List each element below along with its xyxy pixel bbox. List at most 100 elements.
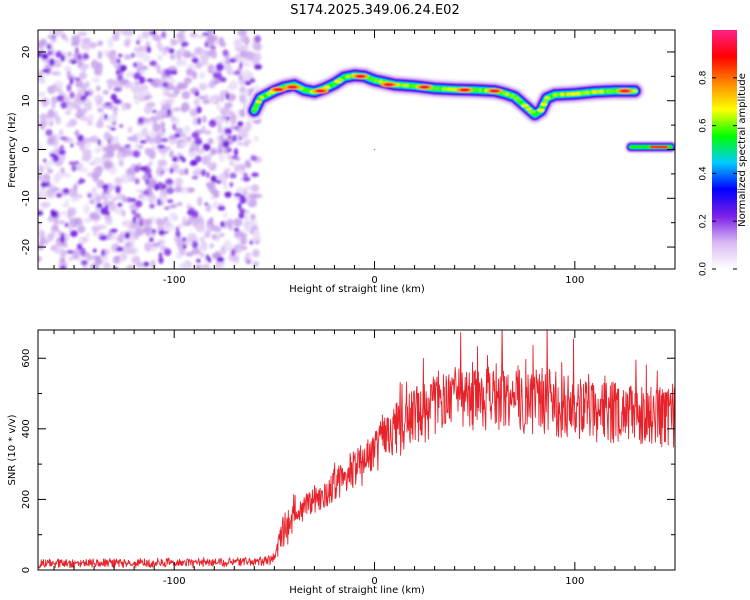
noise-blob xyxy=(188,207,195,211)
noise-blob xyxy=(76,243,83,251)
noise-blob xyxy=(78,71,87,80)
noise-blob xyxy=(174,177,183,187)
noise-blob xyxy=(191,57,199,64)
noise-blob xyxy=(224,191,232,198)
noise-blob xyxy=(243,142,249,147)
noise-blob xyxy=(139,166,147,171)
spectrogram-ridge xyxy=(244,65,675,154)
noise-blob xyxy=(239,86,246,93)
ridge-speckle xyxy=(526,107,532,111)
noise-blob xyxy=(148,30,157,36)
noise-blob xyxy=(154,134,162,145)
noise-blob xyxy=(113,87,122,92)
noise-blob xyxy=(119,79,129,86)
noise-blob xyxy=(160,121,166,130)
noise-blob xyxy=(59,256,66,265)
snr-xlabel: Height of straight line (km) xyxy=(289,585,425,596)
noise-blob xyxy=(55,115,62,126)
noise-blob xyxy=(102,262,112,269)
noise-blob xyxy=(157,54,164,61)
noise-blob xyxy=(84,90,89,98)
noise-blob xyxy=(79,145,85,151)
noise-blob xyxy=(239,196,247,204)
noise-blob xyxy=(147,173,152,179)
noise-blob xyxy=(173,86,181,95)
ridge-speckle xyxy=(607,89,615,93)
ridge-speckle xyxy=(552,93,559,97)
noise-blob xyxy=(237,121,244,127)
noise-blob xyxy=(83,203,90,214)
noise-blob xyxy=(131,210,137,215)
noise-blob xyxy=(148,160,153,167)
noise-blob xyxy=(77,225,86,234)
noise-blob xyxy=(48,58,56,66)
noise-blob xyxy=(244,214,249,224)
noise-blob xyxy=(124,144,131,148)
noise-blob xyxy=(41,68,50,73)
ridge-speckle xyxy=(368,77,375,81)
noise-blob xyxy=(218,135,224,141)
noise-blob xyxy=(116,58,121,64)
noise-blob xyxy=(174,133,181,138)
noise-blob xyxy=(38,142,43,152)
noise-blob xyxy=(141,54,151,62)
noise-blob xyxy=(112,31,120,42)
noise-blob xyxy=(202,99,211,105)
noise-blob xyxy=(135,51,144,59)
noise-blob xyxy=(149,260,156,267)
noise-blob xyxy=(170,116,176,123)
ridge-peak xyxy=(619,89,630,93)
noise-blob xyxy=(165,219,171,227)
noise-blob xyxy=(175,230,181,238)
noise-blob xyxy=(164,206,170,210)
noise-blob xyxy=(89,212,98,220)
noise-blob xyxy=(39,113,49,121)
noise-blob xyxy=(245,80,251,86)
noise-blob xyxy=(253,136,259,142)
noise-blob xyxy=(80,259,88,266)
noise-blob xyxy=(96,67,103,72)
noise-blob xyxy=(242,176,251,182)
noise-blob xyxy=(158,229,165,236)
noise-blob xyxy=(136,262,144,268)
snr-series-line xyxy=(38,330,675,569)
spectrogram-ylabel: Frequency (Hz) xyxy=(7,112,18,188)
noise-blob xyxy=(104,114,108,120)
noise-blob xyxy=(254,35,262,43)
ridge-speckle xyxy=(331,82,336,86)
noise-blob xyxy=(206,153,212,161)
noise-blob xyxy=(186,136,192,141)
noise-blob xyxy=(231,255,239,260)
noise-blob xyxy=(108,114,116,123)
noise-blob xyxy=(210,45,216,50)
noise-blob xyxy=(66,250,75,254)
noise-blob xyxy=(245,185,253,191)
noise-blob xyxy=(102,200,110,207)
ridge-peak xyxy=(355,74,366,78)
noise-blob xyxy=(236,141,245,146)
ridge-speckle xyxy=(472,88,479,92)
noise-blob xyxy=(125,146,131,155)
noise-blob xyxy=(161,31,166,38)
noise-blob xyxy=(185,251,194,257)
noise-blob xyxy=(66,84,72,92)
ridge-speckle xyxy=(528,110,536,114)
noise-blob xyxy=(133,72,142,80)
noise-blob xyxy=(75,47,79,54)
noise-blob xyxy=(57,229,62,236)
noise-blob xyxy=(89,199,94,205)
noise-blob xyxy=(169,167,174,174)
noise-blob xyxy=(191,240,199,249)
noise-blob xyxy=(138,95,145,102)
noise-blob xyxy=(226,116,230,121)
noise-blob xyxy=(132,150,141,158)
noise-blob xyxy=(212,189,220,198)
noise-blob xyxy=(168,204,176,209)
noise-blob xyxy=(227,134,232,139)
noise-blob xyxy=(74,130,80,137)
noise-blob xyxy=(163,102,172,109)
ridge-speckle xyxy=(505,92,510,96)
noise-blob xyxy=(202,32,209,36)
noise-blob xyxy=(55,247,62,255)
